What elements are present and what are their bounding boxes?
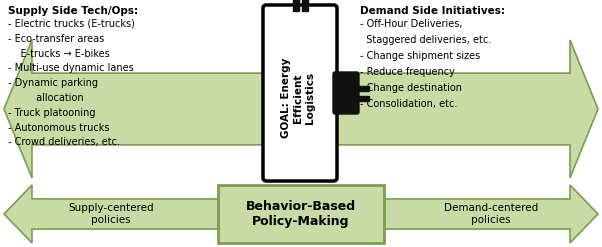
Text: - Truck platooning: - Truck platooning [8,108,96,118]
Bar [293,0,299,11]
Text: E-trucks → E-bikes: E-trucks → E-bikes [8,49,110,59]
Text: - Eco-transfer areas: - Eco-transfer areas [8,34,104,44]
FancyBboxPatch shape [333,72,359,114]
Text: GOAL: Energy
Efficient
Logistics: GOAL: Energy Efficient Logistics [281,58,315,138]
Polygon shape [4,185,218,243]
Polygon shape [384,185,598,243]
Text: - Crowd deliveries, etc.: - Crowd deliveries, etc. [8,137,120,147]
Text: - Autonomous trucks: - Autonomous trucks [8,123,110,133]
Text: - Multi-use dynamic lanes: - Multi-use dynamic lanes [8,63,134,73]
Text: - Change shipment sizes: - Change shipment sizes [360,51,480,61]
Text: Demand-centered
policies: Demand-centered policies [444,203,538,225]
Polygon shape [336,40,598,178]
Text: Staggered deliveries, etc.: Staggered deliveries, etc. [360,35,491,45]
Text: - Off-Hour Deliveries,: - Off-Hour Deliveries, [360,19,462,29]
Text: Demand Side Initiatives:: Demand Side Initiatives: [360,6,505,16]
Text: - Consolidation, etc.: - Consolidation, etc. [360,99,458,109]
Text: allocation: allocation [8,93,84,103]
Text: - Dynamic parking: - Dynamic parking [8,78,98,88]
Text: - Reduce frequency: - Reduce frequency [360,67,455,77]
Text: Behavior-Based
Policy-Making: Behavior-Based Policy-Making [246,200,356,228]
FancyBboxPatch shape [218,185,384,243]
Bar [357,85,369,90]
Text: - Electric trucks (E-trucks): - Electric trucks (E-trucks) [8,19,135,29]
Polygon shape [4,40,264,178]
Bar [302,0,308,11]
Text: Supply-centered
policies: Supply-centered policies [68,203,154,225]
Bar [357,96,369,101]
Text: Supply Side Tech/Ops:: Supply Side Tech/Ops: [8,6,138,16]
Text: - Change destination: - Change destination [360,83,462,93]
FancyBboxPatch shape [263,5,337,181]
